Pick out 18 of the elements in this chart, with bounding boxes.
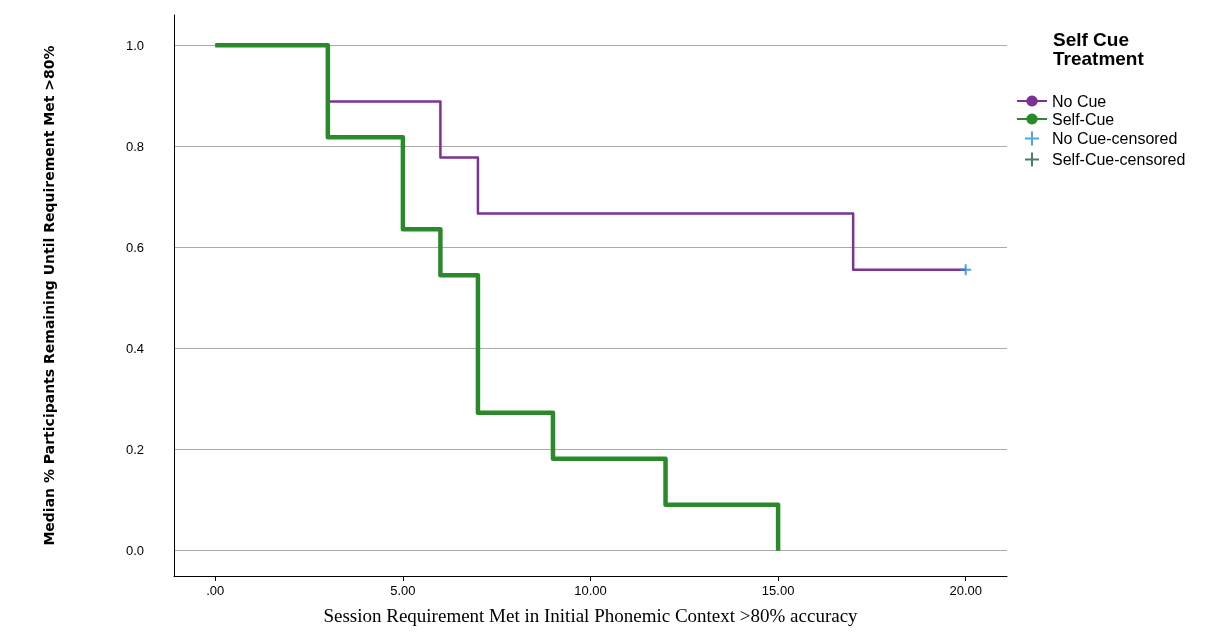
x-tick-label: 15.00 [761,583,795,598]
x-axis-title: Session Requirement Met in Initial Phonemic Context >80% accuracy [323,605,859,626]
x-tick-label: 20.00 [949,583,982,598]
legend-label: No Cue-censored [1052,130,1178,147]
y-axis-title: Median % Participants Remaining Until Requirement Met >80% [41,45,57,546]
y-tick-label: 0.8 [125,138,144,154]
y-tick-label: 0.4 [125,341,144,357]
legend-label: No Cue [1052,92,1107,110]
legend-label: Self-Cue [1052,110,1115,128]
legend-label: Self-Cue-censored [1052,151,1186,168]
y-tick-label: 0.2 [125,442,144,458]
x-tick-label: .00 [206,583,225,598]
y-tick-label: 1.0 [125,37,144,53]
x-tick-label: 5.00 [390,583,416,598]
y-tick-label: 0.6 [125,239,144,255]
x-tick-label: 10.00 [574,583,607,598]
legend-title: Self Cue Treatment [1053,29,1145,69]
y-tick-label: 0.0 [125,543,144,559]
